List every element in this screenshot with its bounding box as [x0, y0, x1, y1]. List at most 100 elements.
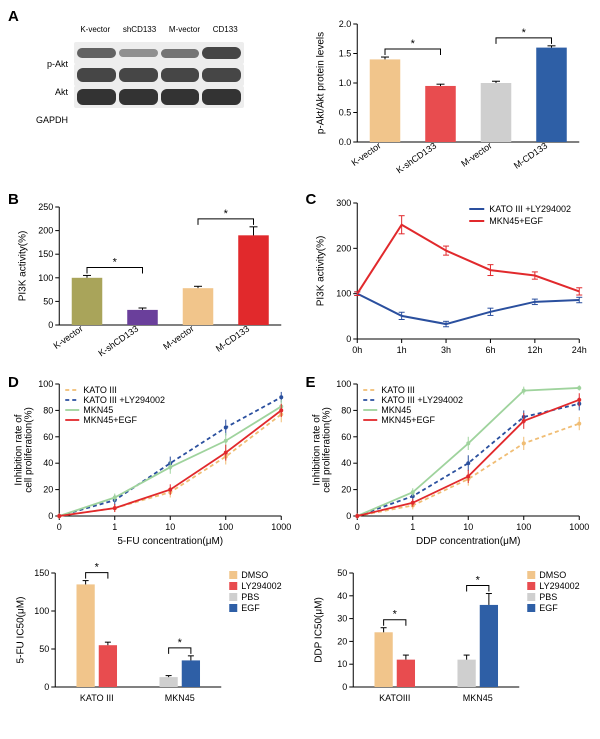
svg-text:KATO III +LY294002: KATO III +LY294002	[489, 204, 571, 214]
wb-band	[161, 89, 200, 105]
svg-text:MKN45+EGF: MKN45+EGF	[381, 415, 435, 425]
svg-text:1.5: 1.5	[338, 49, 351, 59]
svg-text:6h: 6h	[485, 345, 495, 355]
wb-band	[202, 89, 241, 105]
svg-text:EGF: EGF	[241, 603, 260, 613]
wb-row-label: GAPDH	[20, 111, 68, 129]
wb-band	[119, 89, 158, 105]
svg-text:MKN45+EGF: MKN45+EGF	[83, 415, 137, 425]
svg-text:M-vector: M-vector	[459, 141, 493, 169]
svg-text:0: 0	[346, 511, 351, 521]
panel-e-bar: 01020304050DDP IC50(μM)*KATOIII*MKN45DMS…	[308, 559, 591, 712]
svg-text:100: 100	[34, 606, 49, 616]
svg-text:100: 100	[38, 273, 53, 283]
svg-text:50: 50	[43, 296, 53, 306]
svg-text:20: 20	[43, 485, 53, 495]
bar-chart-a: 0.00.51.01.52.0p-Akt/Akt protein levelsK…	[308, 10, 591, 180]
svg-text:MKN45: MKN45	[462, 693, 492, 703]
wb-band	[161, 68, 200, 82]
wb-band	[161, 49, 200, 58]
svg-text:60: 60	[43, 432, 53, 442]
svg-text:5-FU concentration(μM): 5-FU concentration(μM)	[117, 536, 223, 546]
wb-band	[119, 68, 158, 82]
panel-e-dose: E 02040608010001101001000Inhibition rate…	[308, 376, 591, 549]
svg-text:KATO III: KATO III	[83, 385, 117, 395]
svg-text:12h: 12h	[527, 345, 542, 355]
svg-text:0: 0	[342, 682, 347, 692]
svg-text:150: 150	[34, 568, 49, 578]
svg-text:KATO III +LY294002: KATO III +LY294002	[83, 395, 165, 405]
panel-b: B 050100150200250PI3K activity(%)K-vecto…	[10, 193, 293, 366]
svg-text:50: 50	[337, 568, 347, 578]
wb-band	[77, 89, 116, 105]
svg-text:250: 250	[38, 202, 53, 212]
svg-text:0: 0	[354, 522, 359, 532]
svg-text:M-CD133: M-CD133	[214, 324, 251, 354]
bar-chart-e: 01020304050DDP IC50(μM)*KATOIII*MKN45DMS…	[308, 559, 591, 709]
panel-a-wb: A p-Akt Akt GAPDH K-vector shCD133 M-vec…	[10, 10, 293, 183]
svg-text:10: 10	[463, 522, 473, 532]
svg-text:PI3K activity(%): PI3K activity(%)	[315, 236, 326, 307]
panel-label-e: E	[306, 374, 316, 391]
panel-d-bar: 0501001505-FU IC50(μM)*KATO III*MKN45DMS…	[10, 559, 293, 712]
svg-text:200: 200	[38, 226, 53, 236]
svg-text:0: 0	[48, 511, 53, 521]
svg-text:0: 0	[48, 320, 53, 330]
svg-text:cell proliferation(%): cell proliferation(%)	[321, 407, 332, 493]
svg-text:*: *	[178, 637, 183, 649]
svg-text:p-Akt/Akt protein levels: p-Akt/Akt protein levels	[315, 32, 326, 134]
dose-chart-e: 02040608010001101001000Inhibition rate o…	[308, 376, 591, 546]
svg-text:LY294002: LY294002	[241, 581, 281, 591]
svg-text:DMSO: DMSO	[241, 570, 268, 580]
svg-text:0: 0	[57, 522, 62, 532]
svg-text:0.0: 0.0	[338, 137, 351, 147]
wb-col-label: CD133	[213, 25, 238, 34]
svg-text:M-vector: M-vector	[161, 324, 195, 352]
svg-text:DMSO: DMSO	[539, 570, 566, 580]
svg-text:200: 200	[336, 243, 351, 253]
svg-text:*: *	[224, 208, 229, 220]
svg-text:PBS: PBS	[539, 592, 557, 602]
svg-text:60: 60	[341, 432, 351, 442]
svg-text:10: 10	[165, 522, 175, 532]
svg-text:LY294002: LY294002	[539, 581, 579, 591]
svg-text:100: 100	[336, 289, 351, 299]
svg-text:K-vector: K-vector	[52, 324, 85, 351]
line-chart-c: 01002003000h1h3h6h12h24hPI3K activity(%)…	[308, 193, 591, 363]
svg-text:1.0: 1.0	[338, 78, 351, 88]
panel-label-d: D	[8, 374, 19, 391]
wb-row-label: p-Akt	[20, 55, 68, 73]
svg-text:*: *	[475, 575, 480, 587]
svg-text:cell proliferation(%): cell proliferation(%)	[23, 407, 34, 493]
wb-col-label: K-vector	[80, 25, 110, 34]
panel-label-c: C	[306, 191, 317, 208]
svg-text:80: 80	[341, 405, 351, 415]
svg-text:20: 20	[337, 636, 347, 646]
svg-text:*: *	[113, 256, 118, 268]
svg-text:40: 40	[341, 458, 351, 468]
svg-text:DDP IC50(μM): DDP IC50(μM)	[313, 597, 324, 663]
wb-row-label: Akt	[20, 83, 68, 101]
wb-row	[74, 42, 244, 64]
svg-text:1000: 1000	[569, 522, 589, 532]
svg-text:MKN45: MKN45	[381, 405, 411, 415]
svg-text:100: 100	[38, 379, 53, 389]
svg-text:0: 0	[44, 682, 49, 692]
svg-text:0.5: 0.5	[338, 108, 351, 118]
svg-text:*: *	[95, 562, 100, 574]
svg-text:1h: 1h	[396, 345, 406, 355]
svg-text:PI3K activity(%): PI3K activity(%)	[17, 231, 28, 302]
figure-grid: A p-Akt Akt GAPDH K-vector shCD133 M-vec…	[10, 10, 590, 712]
svg-text:K-shCD133: K-shCD133	[394, 141, 438, 176]
svg-text:*: *	[410, 38, 415, 50]
svg-text:1: 1	[410, 522, 415, 532]
panel-a-bar: 0.00.51.01.52.0p-Akt/Akt protein levelsK…	[308, 10, 591, 183]
svg-text:20: 20	[341, 485, 351, 495]
svg-text:300: 300	[336, 198, 351, 208]
svg-text:0: 0	[346, 334, 351, 344]
svg-text:3h: 3h	[441, 345, 451, 355]
svg-text:30: 30	[337, 614, 347, 624]
svg-text:KATO III: KATO III	[381, 385, 415, 395]
svg-text:EGF: EGF	[539, 603, 558, 613]
svg-text:*: *	[392, 609, 397, 621]
